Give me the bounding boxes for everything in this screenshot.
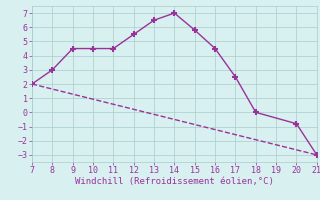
X-axis label: Windchill (Refroidissement éolien,°C): Windchill (Refroidissement éolien,°C) <box>75 177 274 186</box>
